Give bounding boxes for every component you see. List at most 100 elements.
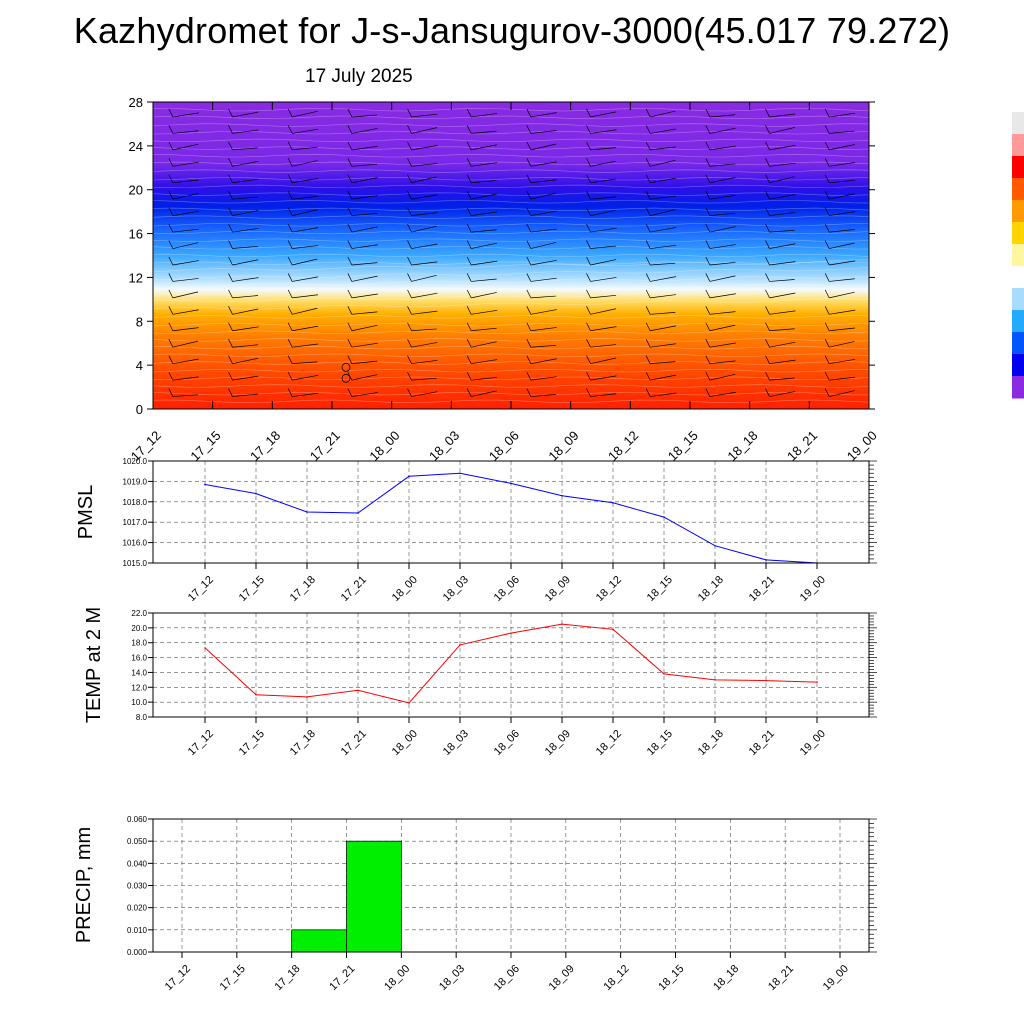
wind-barb-flag [526, 322, 532, 331]
wind-barb-flag [466, 141, 472, 151]
x-tick-label: 17_18 [288, 574, 318, 604]
wind-barb-flag [407, 158, 412, 167]
wind-barb-flag [466, 289, 472, 299]
wind-barb [232, 277, 259, 282]
precip-chart: 0.000 0.010 0.020 0.030 0.040 0.050 0.060 17_12… [73, 815, 877, 993]
wind-barb-flag [287, 207, 293, 216]
wind-barb-flag [586, 289, 591, 299]
wind-barb [172, 161, 199, 167]
wind-barb [590, 196, 616, 200]
x-tick-label: 18_18 [724, 428, 760, 464]
wind-barb [351, 163, 378, 167]
wind-barb [709, 244, 736, 249]
wind-barb-flag [765, 125, 770, 134]
contour-line [152, 376, 870, 380]
wind-barb [232, 160, 259, 167]
wind-barb [411, 225, 437, 233]
wind-barb-flag [347, 223, 353, 233]
y-tick-label: 1015.0 [123, 559, 148, 568]
wind-barb [411, 342, 438, 348]
contour-line [152, 230, 870, 235]
wind-barb [232, 210, 259, 216]
wind-barb [530, 143, 557, 151]
y-tick-label: 0.050 [127, 837, 148, 846]
wind-barb [709, 262, 736, 266]
wind-barb [471, 341, 497, 348]
wind-barb-flag [407, 240, 412, 249]
wind-barb [709, 324, 736, 332]
page-date: 17 July 2025 [305, 66, 413, 87]
wind-barb [590, 160, 617, 167]
x-tick-label: 17_15 [237, 728, 267, 758]
wind-barb [471, 292, 497, 299]
wind-barb [172, 193, 199, 200]
wind-barb-flag [347, 339, 353, 348]
wind-barb-flag [824, 289, 830, 299]
wind-barb [709, 391, 736, 397]
wind-barb [650, 312, 676, 315]
wind-barb-flag [287, 289, 293, 299]
colorbar-swatch [1012, 288, 1024, 311]
wind-barb-flag [645, 108, 651, 118]
x-tick-label: 17_18 [247, 428, 283, 464]
wind-barb-flag [347, 191, 353, 200]
wind-barb-flag [228, 125, 233, 134]
wind-barb-flag [645, 339, 651, 348]
wind-barb [471, 229, 497, 233]
wind-barb [232, 245, 258, 249]
wind-barb-flag [526, 240, 532, 249]
wind-barb-flag [824, 207, 830, 216]
wind-barb-flag [765, 207, 770, 216]
wind-barb-flag [824, 240, 830, 249]
y-tick-label: 1019.0 [123, 477, 148, 486]
wind-barb [709, 163, 736, 167]
y-tick-label: 4 [136, 358, 143, 373]
pmsl-axis-title: PMSL [75, 485, 97, 539]
wind-barb-flag [586, 355, 591, 364]
colorbar-swatch [1012, 310, 1024, 333]
contour-line [152, 353, 870, 357]
wind-barb [709, 360, 736, 365]
wind-barb-flag [347, 207, 353, 216]
wind-barb-flag [168, 371, 174, 381]
wind-barb [172, 278, 199, 282]
wind-barb-flag [526, 207, 532, 216]
wind-barb-flag [824, 355, 830, 364]
wind-barb-flag [287, 174, 293, 183]
temp-2m-point [357, 689, 359, 692]
wind-barb-flag [168, 141, 174, 151]
contour-line [152, 154, 870, 158]
wind-barb-flag [466, 125, 472, 134]
wind-barb-flag [705, 289, 711, 299]
contour-line [152, 177, 870, 181]
wind-barb-flag [287, 256, 293, 266]
wind-barb [650, 227, 677, 233]
wind-barb-flag [765, 223, 770, 233]
y-tick-label: 0.030 [127, 882, 148, 891]
wind-barb [172, 179, 199, 184]
wind-barb [650, 374, 677, 381]
contour-line [152, 283, 870, 295]
y-tick-label: 18.0 [131, 639, 147, 648]
wind-barb [530, 309, 557, 315]
contour-line [152, 392, 870, 396]
wind-barb [709, 311, 736, 315]
wind-barb-flag [347, 108, 353, 118]
wind-barb-flag [645, 141, 651, 151]
x-tick-label: 19_00 [844, 428, 880, 464]
wind-barb [769, 127, 795, 134]
wind-barb-flag [526, 125, 532, 134]
wind-barb [471, 359, 498, 365]
wind-barb-flag [645, 322, 651, 331]
wind-barb-flag [287, 273, 293, 282]
wind-barb [709, 114, 736, 118]
colorbar-swatch [1012, 244, 1024, 267]
wind-barb [829, 309, 856, 315]
wind-barb-flag [586, 339, 591, 348]
wind-barb-flag [168, 355, 174, 364]
wind-barb [471, 130, 497, 134]
wind-barb-flag [765, 141, 770, 151]
wind-barb [471, 180, 497, 184]
wind-barb-flag [705, 223, 711, 233]
